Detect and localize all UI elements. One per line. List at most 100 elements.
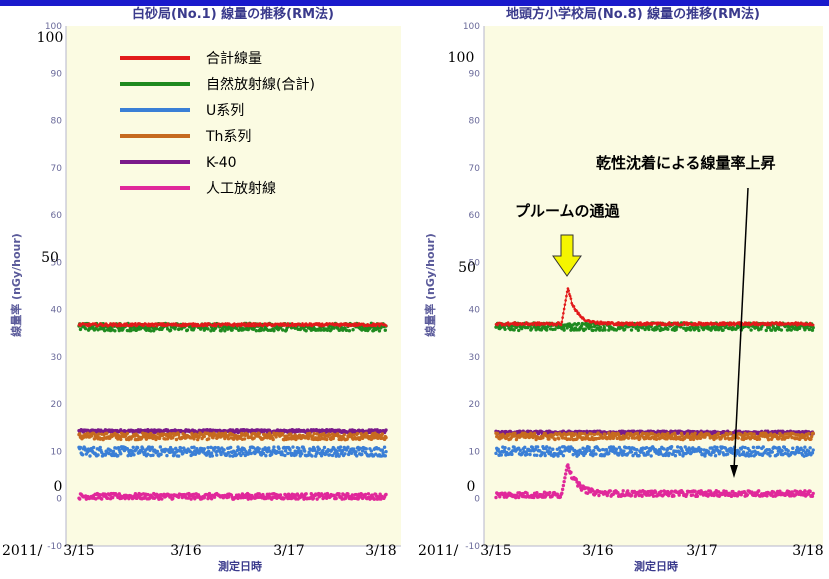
data-point: [144, 437, 149, 441]
data-point: [688, 328, 693, 332]
data-point: [594, 452, 598, 456]
series-3: [77, 431, 388, 442]
data-point: [713, 454, 718, 458]
data-point: [384, 324, 388, 328]
series-4: [77, 428, 388, 435]
data-point: [675, 445, 680, 449]
data-point: [551, 447, 555, 451]
data-point: [338, 434, 342, 438]
data-point: [535, 491, 539, 495]
data-point: [88, 454, 92, 458]
data-point: [291, 445, 295, 449]
data-point: [354, 450, 358, 454]
data-point: [560, 450, 564, 454]
data-point: [678, 452, 682, 456]
data-point: [561, 483, 566, 488]
data-point: [582, 432, 587, 436]
data-point: [673, 454, 678, 458]
data-point: [560, 487, 565, 492]
data-point: [621, 489, 625, 493]
data-point: [283, 453, 287, 458]
data-point: [503, 327, 507, 331]
data-point: [557, 446, 562, 450]
data-point: [213, 445, 217, 450]
data-point: [344, 328, 349, 333]
data-point: [714, 436, 718, 440]
y-tick-label: 30: [51, 353, 63, 363]
legend-label: Th系列: [205, 129, 251, 145]
data-point: [280, 450, 284, 454]
y-tick-label: 50: [51, 258, 63, 268]
legend-swatch: [120, 134, 190, 138]
y-tick-label: 0: [474, 495, 480, 505]
data-point: [165, 453, 169, 458]
y-tick-label: 20: [469, 400, 481, 410]
data-point: [343, 452, 347, 456]
data-point: [525, 452, 529, 456]
data-point: [659, 489, 663, 494]
data-point: [691, 493, 695, 497]
data-point: [330, 453, 335, 458]
data-point: [672, 494, 676, 498]
data-point: [553, 437, 557, 442]
data-point: [383, 454, 388, 458]
y-tick-label: 10: [469, 447, 481, 457]
data-point: [155, 449, 160, 454]
x-tick-label: 3/16: [170, 543, 202, 559]
data-point: [562, 328, 566, 332]
data-point: [259, 328, 263, 333]
data-point: [811, 431, 815, 435]
data-point: [585, 449, 589, 453]
y-tick-label: 90: [469, 69, 481, 79]
data-point: [669, 445, 674, 449]
data-point: [176, 495, 181, 499]
data-point: [775, 452, 780, 457]
data-point: [810, 494, 815, 499]
data-point: [248, 448, 252, 453]
data-point: [359, 432, 363, 436]
data-point: [360, 452, 364, 457]
y-tick-label: -10: [47, 542, 62, 552]
data-point: [651, 494, 656, 498]
data-point: [380, 448, 385, 452]
data-point: [272, 445, 276, 449]
data-point: [510, 452, 514, 457]
data-point: [699, 447, 703, 452]
data-point: [111, 449, 116, 454]
data-point: [561, 453, 566, 458]
data-point: [557, 437, 561, 441]
data-point: [786, 449, 790, 453]
data-point: [806, 431, 811, 436]
data-point: [757, 437, 762, 441]
data-point: [209, 497, 214, 501]
chart-panel-shirasuna: 白砂局(No.1) 線量の推移(RM法) 線量率 (nGy/hour) 測定日時…: [2, 6, 401, 573]
data-point: [119, 437, 123, 442]
data-point: [646, 452, 650, 456]
data-point: [78, 445, 83, 450]
data-point: [654, 437, 659, 441]
data-point: [304, 492, 308, 496]
data-point: [695, 494, 700, 498]
data-point: [297, 446, 301, 451]
data-point: [749, 431, 753, 436]
data-point: [528, 452, 532, 457]
data-point: [751, 445, 756, 450]
x-tick-label: 3/18: [365, 543, 396, 559]
data-point: [698, 436, 703, 441]
data-point: [535, 453, 539, 457]
data-point: [141, 446, 145, 451]
data-point: [629, 450, 634, 454]
legend-label: 自然放射線(合計): [206, 76, 315, 93]
y-tick-label: 70: [469, 164, 481, 174]
data-point: [603, 432, 607, 437]
data-point: [116, 454, 120, 458]
data-point: [160, 497, 164, 501]
data-point: [146, 452, 150, 456]
data-point: [691, 437, 696, 442]
data-point: [499, 453, 503, 457]
y-tick-label: 80: [51, 117, 63, 127]
data-point: [811, 448, 815, 452]
data-point: [192, 437, 196, 441]
data-point: [113, 329, 117, 333]
